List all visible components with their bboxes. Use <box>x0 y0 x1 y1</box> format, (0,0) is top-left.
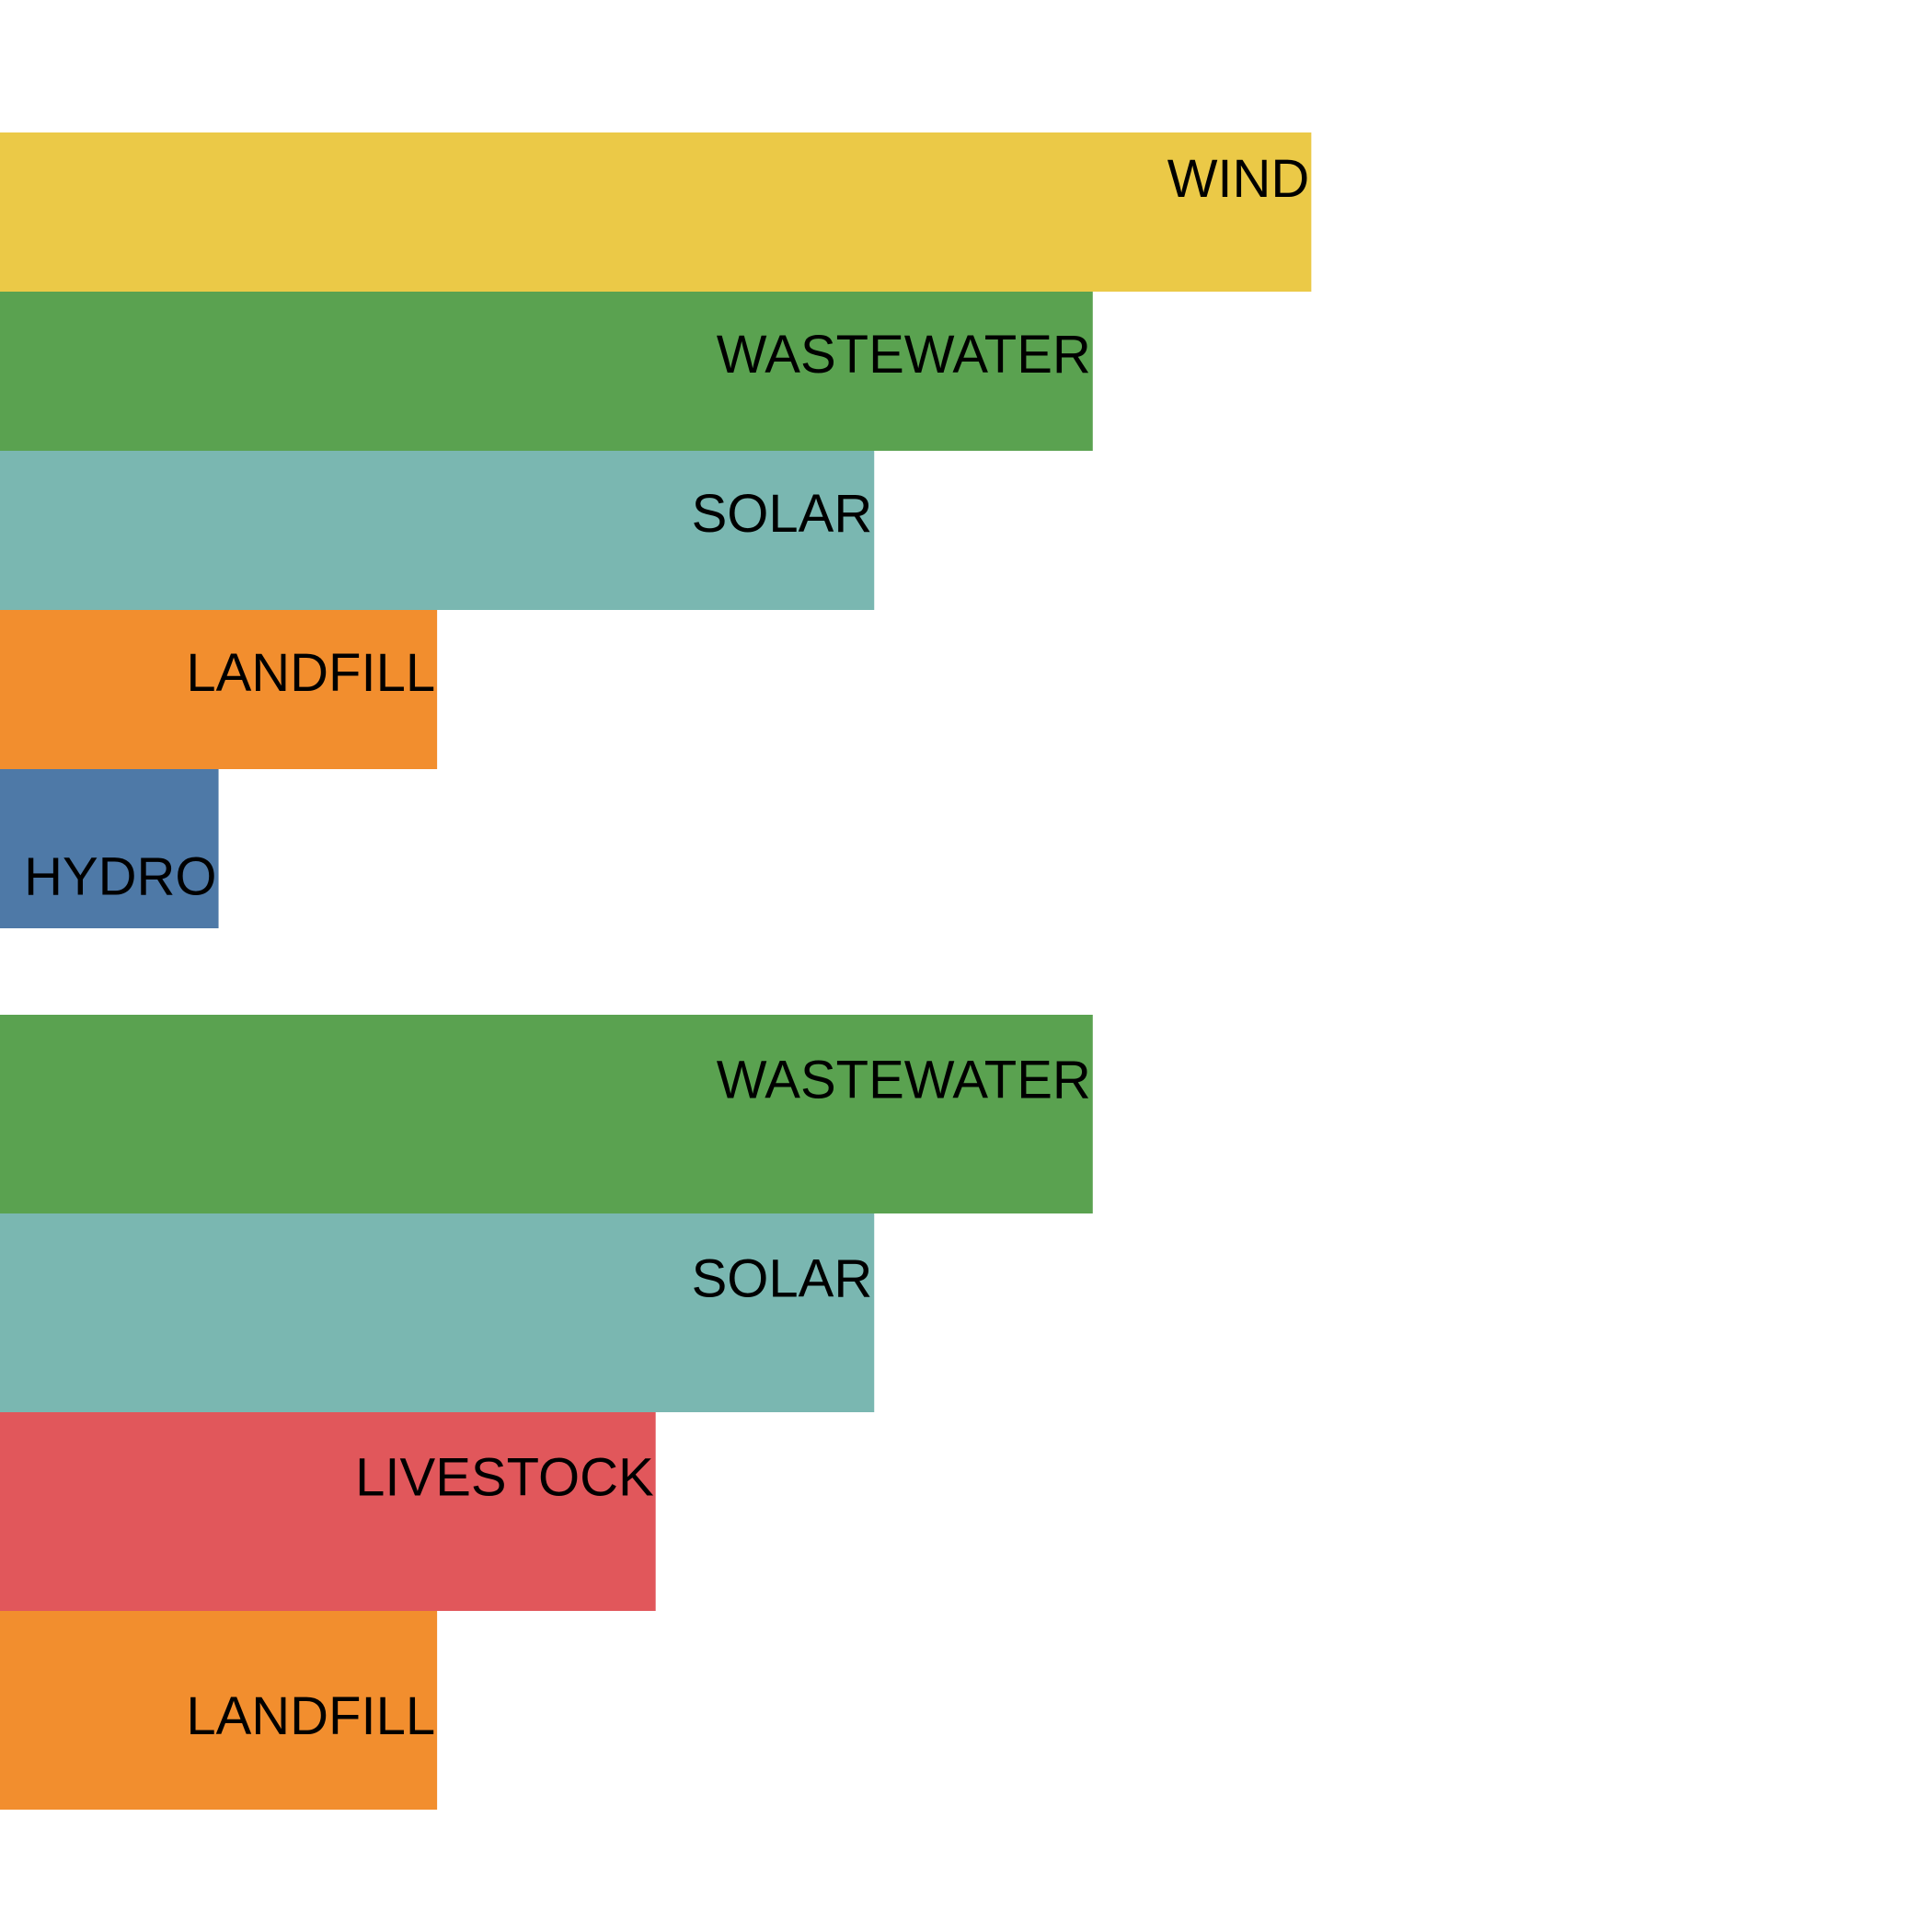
bar-label-landfill: LANDFILL <box>186 1686 435 1746</box>
bar-label-wastewater: WASTEWATER <box>717 325 1091 385</box>
bar-solar <box>0 1213 875 1412</box>
bar-wastewater <box>0 292 1093 451</box>
bar-landfill <box>0 1611 438 1810</box>
bar-panel-1: WIND WASTEWATER SOLAR LANDFILL HYDRO <box>0 132 1312 928</box>
bar-label-landfill: LANDFILL <box>186 643 435 703</box>
bar-livestock <box>0 1412 656 1611</box>
bar-label-livestock: LIVESTOCK <box>355 1448 654 1508</box>
bar-wastewater <box>0 1015 1093 1213</box>
bar-label-solar: SOLAR <box>692 1249 873 1309</box>
bar-label-solar: SOLAR <box>692 484 873 544</box>
bar-landfill <box>0 610 438 769</box>
bar-label-wastewater: WASTEWATER <box>717 1051 1091 1110</box>
bar-label-wind: WIND <box>1167 149 1310 209</box>
bar-hydro <box>0 769 219 928</box>
bar-wind <box>0 132 1312 292</box>
bar-label-hydro: HYDRO <box>24 847 216 907</box>
bar-solar <box>0 451 875 610</box>
bar-panel-2: WASTEWATER SOLAR LIVESTOCK LANDFILL <box>0 1015 1093 1810</box>
